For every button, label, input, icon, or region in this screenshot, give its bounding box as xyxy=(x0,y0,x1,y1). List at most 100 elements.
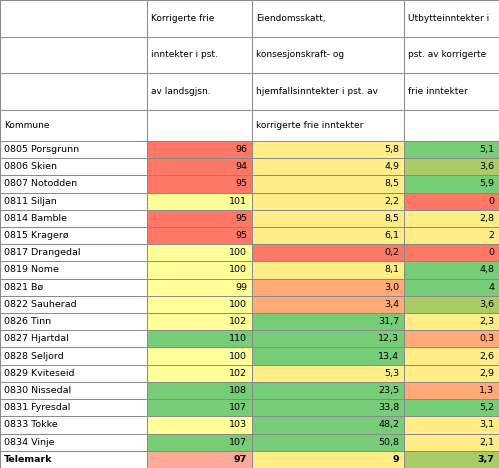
Text: 5,1: 5,1 xyxy=(479,145,494,154)
Bar xyxy=(252,382,404,399)
Text: av landsgjsn.: av landsgjsn. xyxy=(151,87,211,96)
Bar xyxy=(252,210,404,227)
Text: 2: 2 xyxy=(488,231,494,240)
Bar xyxy=(252,365,404,382)
Bar xyxy=(404,417,499,433)
Text: 5,3: 5,3 xyxy=(384,369,399,378)
Text: 100: 100 xyxy=(229,249,247,257)
Bar xyxy=(252,192,404,210)
Bar xyxy=(147,382,252,399)
Bar xyxy=(252,347,404,365)
Text: 0827 Hjartdal: 0827 Hjartdal xyxy=(4,334,69,344)
Bar xyxy=(0,347,147,365)
Text: 0807 Notodden: 0807 Notodden xyxy=(4,179,77,189)
Text: 3,1: 3,1 xyxy=(479,420,494,430)
Bar xyxy=(404,433,499,451)
Text: 9: 9 xyxy=(393,455,399,464)
Text: 2,8: 2,8 xyxy=(479,214,494,223)
Bar xyxy=(147,262,252,278)
Bar xyxy=(0,244,147,262)
Bar xyxy=(147,210,252,227)
Text: 3,7: 3,7 xyxy=(477,455,494,464)
Text: 0: 0 xyxy=(488,197,494,205)
Text: Telemark: Telemark xyxy=(4,455,52,464)
Text: 100: 100 xyxy=(229,351,247,360)
Text: 107: 107 xyxy=(229,403,247,412)
Bar xyxy=(147,227,252,244)
Text: 0806 Skien: 0806 Skien xyxy=(4,162,57,171)
Bar xyxy=(0,141,147,158)
Text: 4,8: 4,8 xyxy=(479,265,494,275)
Bar xyxy=(404,278,499,296)
Bar xyxy=(147,347,252,365)
Text: 5,8: 5,8 xyxy=(384,145,399,154)
Text: 0821 Bø: 0821 Bø xyxy=(4,283,43,292)
Bar xyxy=(252,399,404,417)
Text: 0826 Tinn: 0826 Tinn xyxy=(4,317,51,326)
Text: konsesjonskraft- og: konsesjonskraft- og xyxy=(256,50,344,59)
Bar xyxy=(404,365,499,382)
Bar xyxy=(252,433,404,451)
Text: 3,6: 3,6 xyxy=(479,162,494,171)
Bar xyxy=(147,451,252,468)
Text: 100: 100 xyxy=(229,265,247,275)
Text: 3,4: 3,4 xyxy=(384,300,399,309)
Bar xyxy=(0,210,147,227)
Text: pst. av korrigerte: pst. av korrigerte xyxy=(408,50,487,59)
Bar xyxy=(404,330,499,347)
Bar xyxy=(147,192,252,210)
Text: 110: 110 xyxy=(229,334,247,344)
Text: 2,6: 2,6 xyxy=(479,351,494,360)
Text: 50,8: 50,8 xyxy=(378,438,399,446)
Bar xyxy=(147,399,252,417)
Text: 0: 0 xyxy=(488,249,494,257)
Bar xyxy=(0,313,147,330)
Text: Kommune: Kommune xyxy=(4,121,49,130)
Text: 31,7: 31,7 xyxy=(378,317,399,326)
Bar xyxy=(252,417,404,433)
Text: 1,3: 1,3 xyxy=(479,386,494,395)
Bar xyxy=(0,0,499,141)
Text: 8,1: 8,1 xyxy=(384,265,399,275)
Text: 2,9: 2,9 xyxy=(479,369,494,378)
Bar xyxy=(0,278,147,296)
Text: 0815 Kragerø: 0815 Kragerø xyxy=(4,231,69,240)
Bar xyxy=(147,433,252,451)
Bar xyxy=(147,365,252,382)
Text: 3,0: 3,0 xyxy=(384,283,399,292)
Text: 2,3: 2,3 xyxy=(479,317,494,326)
Bar xyxy=(252,141,404,158)
Text: 3,6: 3,6 xyxy=(479,300,494,309)
Text: 0829 Kviteseid: 0829 Kviteseid xyxy=(4,369,74,378)
Text: 100: 100 xyxy=(229,300,247,309)
Text: 2,2: 2,2 xyxy=(384,197,399,205)
Text: 95: 95 xyxy=(235,231,247,240)
Text: 0831 Fyresdal: 0831 Fyresdal xyxy=(4,403,70,412)
Bar xyxy=(147,141,252,158)
Text: 0811 Siljan: 0811 Siljan xyxy=(4,197,57,205)
Text: hjemfallsinntekter i pst. av: hjemfallsinntekter i pst. av xyxy=(256,87,378,96)
Bar xyxy=(404,210,499,227)
Text: 4: 4 xyxy=(488,283,494,292)
Bar xyxy=(0,227,147,244)
Text: Utbytteinntekter i: Utbytteinntekter i xyxy=(408,14,490,23)
Text: 95: 95 xyxy=(235,179,247,189)
Bar xyxy=(0,192,147,210)
Bar xyxy=(252,176,404,192)
Text: 0805 Porsgrunn: 0805 Porsgrunn xyxy=(4,145,79,154)
Bar xyxy=(0,365,147,382)
Text: inntekter i pst.: inntekter i pst. xyxy=(151,50,218,59)
Text: 0822 Sauherad: 0822 Sauherad xyxy=(4,300,77,309)
Text: 5,2: 5,2 xyxy=(479,403,494,412)
Bar xyxy=(404,262,499,278)
Bar xyxy=(147,313,252,330)
Bar xyxy=(404,399,499,417)
Bar xyxy=(252,278,404,296)
Text: 0819 Nome: 0819 Nome xyxy=(4,265,59,275)
Text: 12,3: 12,3 xyxy=(378,334,399,344)
Bar xyxy=(0,262,147,278)
Text: 0814 Bamble: 0814 Bamble xyxy=(4,214,67,223)
Text: 48,2: 48,2 xyxy=(378,420,399,430)
Bar xyxy=(0,399,147,417)
Bar xyxy=(0,330,147,347)
